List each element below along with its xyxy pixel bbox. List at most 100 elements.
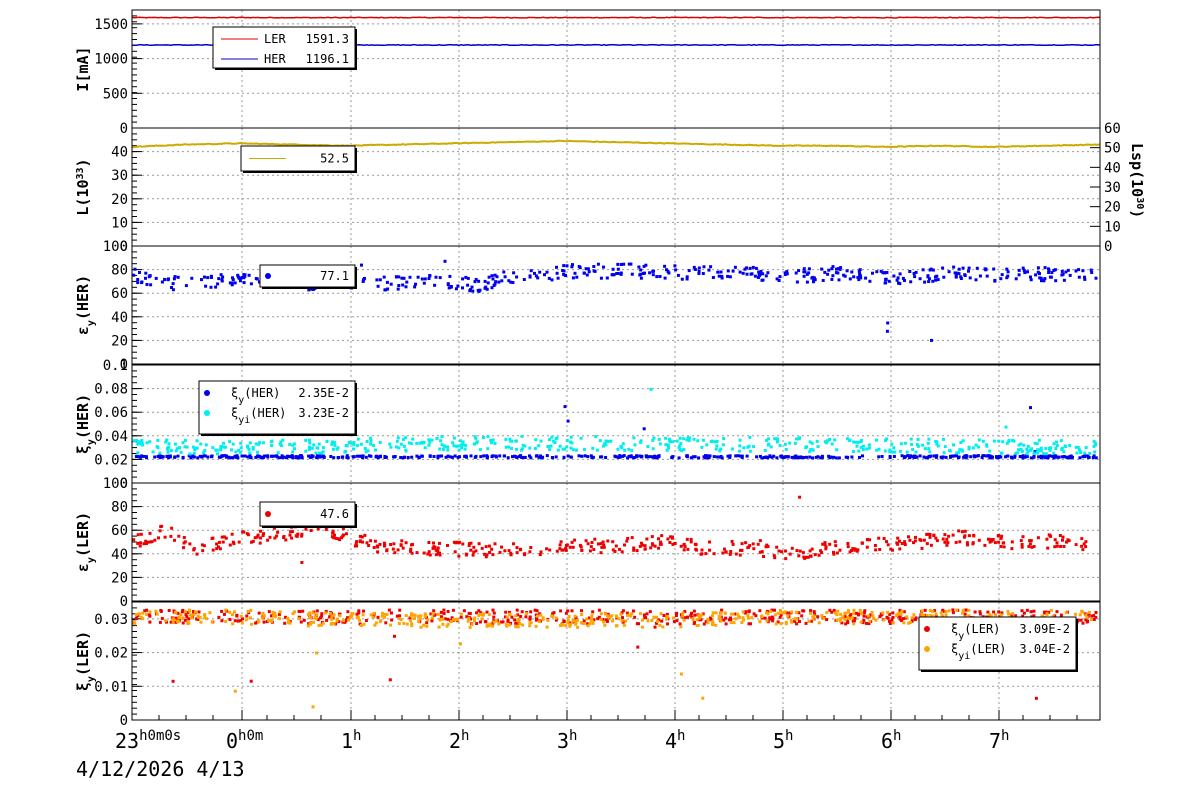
data-point [793, 456, 797, 460]
data-point [1061, 535, 1065, 539]
legend-dot-marker [204, 390, 210, 396]
data-point [599, 276, 603, 280]
data-point [240, 454, 244, 458]
data-point [783, 273, 787, 276]
data-point [231, 540, 235, 544]
data-point [277, 612, 281, 616]
data-point [369, 436, 373, 440]
data-point [779, 613, 783, 617]
data-point [784, 557, 788, 561]
data-point [821, 542, 825, 546]
data-point [629, 455, 633, 459]
data-point [837, 267, 840, 271]
data-point [866, 538, 869, 541]
data-point [819, 549, 823, 553]
data-point [971, 542, 975, 546]
data-point [419, 625, 423, 629]
data-point [923, 613, 927, 617]
data-point [830, 442, 834, 446]
data-point [181, 441, 185, 445]
data-point [1021, 535, 1025, 539]
data-point [985, 444, 989, 448]
data-point [332, 456, 336, 460]
data-point [897, 281, 900, 285]
data-point [534, 274, 538, 278]
data-point [430, 619, 434, 623]
data-point [996, 534, 1000, 538]
data-point [807, 619, 811, 623]
data-point [372, 611, 376, 615]
data-point [711, 611, 715, 615]
data-point [928, 450, 932, 454]
data-point [145, 612, 149, 616]
data-point [251, 447, 255, 451]
data-point [837, 278, 841, 282]
data-point [183, 618, 187, 622]
data-point [1084, 545, 1088, 549]
data-point [187, 621, 191, 625]
data-point [466, 276, 470, 280]
data-point [965, 541, 969, 545]
data-point [677, 456, 681, 460]
data-point [995, 455, 998, 459]
data-point [963, 608, 967, 612]
data-point [1077, 275, 1081, 279]
data-point [1079, 618, 1083, 622]
data-point [524, 612, 528, 615]
data-point [494, 454, 498, 458]
data-point [1045, 537, 1049, 541]
data-point [514, 625, 518, 629]
data-point [712, 455, 716, 459]
data-point [977, 438, 981, 442]
data-point [999, 536, 1003, 540]
data-point [473, 435, 477, 439]
data-point [765, 438, 769, 442]
data-point [460, 446, 463, 450]
data-point [898, 547, 902, 551]
data-point [369, 439, 373, 443]
data-point [804, 621, 808, 625]
data-point [885, 615, 889, 619]
data-point [231, 442, 235, 446]
data-point [140, 439, 144, 442]
data-point [850, 455, 854, 459]
data-point [811, 617, 815, 621]
data-point [734, 617, 738, 621]
data-point [881, 271, 885, 275]
data-point [748, 544, 752, 548]
data-point [999, 545, 1003, 548]
data-point [357, 611, 361, 615]
data-point [1093, 441, 1097, 445]
data-point [823, 270, 827, 274]
data-point [700, 548, 704, 552]
data-point [619, 271, 623, 275]
data-point [147, 613, 151, 617]
data-point [473, 619, 476, 623]
data-point [657, 437, 661, 441]
data-point [800, 614, 804, 618]
data-point [415, 551, 419, 555]
data-point [984, 267, 988, 271]
data-point [883, 281, 887, 285]
data-point [843, 274, 847, 278]
data-point [885, 540, 888, 544]
data-point [1046, 546, 1050, 550]
data-point [602, 265, 605, 269]
data-point [1020, 543, 1024, 546]
data-point [1055, 444, 1059, 447]
data-point [465, 553, 468, 557]
data-point [987, 537, 990, 541]
data-point [968, 276, 972, 280]
data-point [469, 541, 473, 545]
data-point [529, 456, 533, 460]
data-point [422, 623, 426, 627]
data-point [674, 268, 678, 272]
data-point [575, 448, 579, 452]
data-point [389, 623, 393, 627]
data-point [925, 614, 929, 617]
right-tick-label: 0 [1104, 239, 1112, 255]
data-point [1013, 455, 1017, 459]
data-point [714, 611, 718, 615]
data-point [871, 271, 874, 275]
data-point [221, 275, 225, 279]
